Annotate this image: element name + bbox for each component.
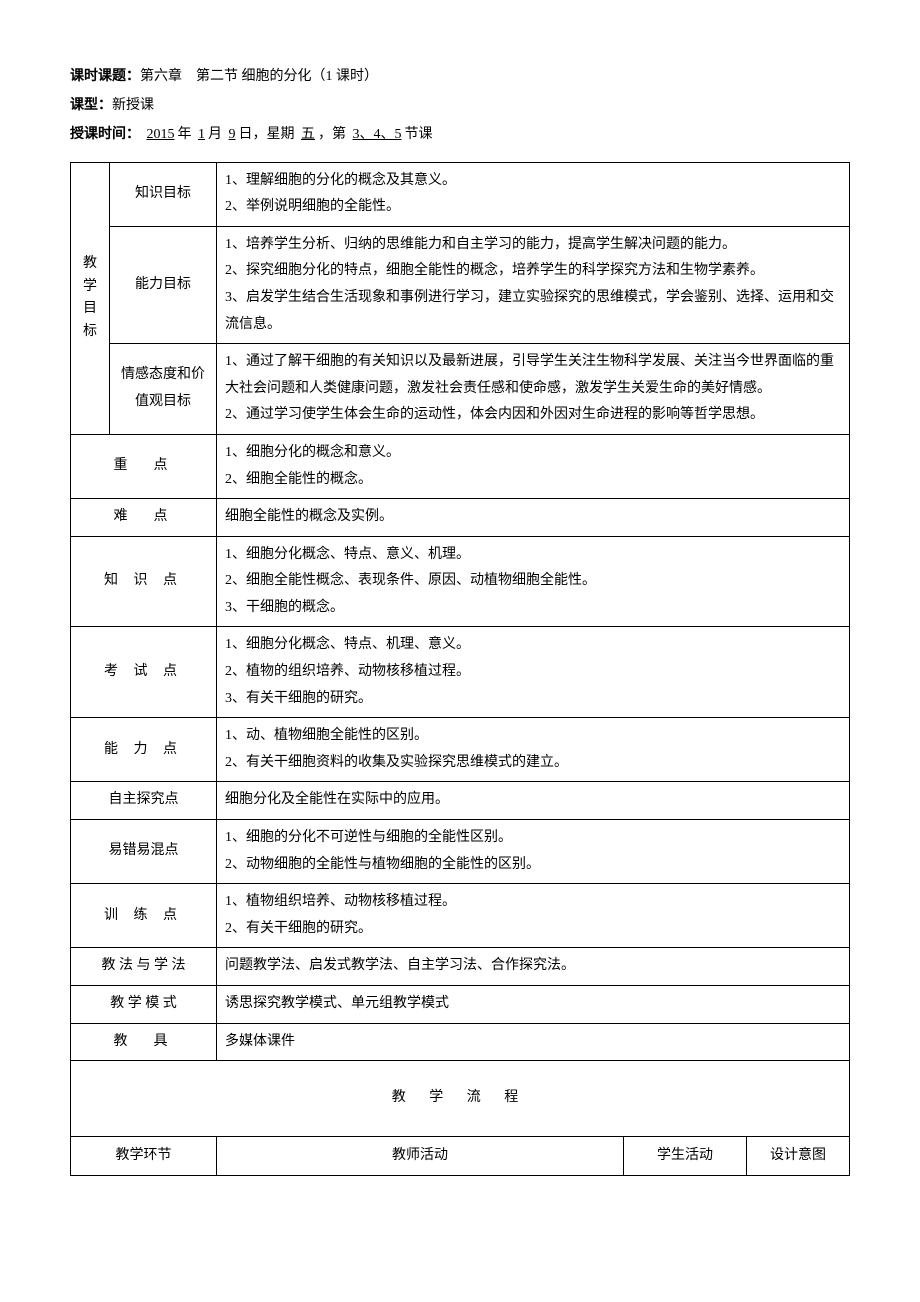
row-content: 1、植物组织培养、动物核移植过程。2、有关干细胞的研究。 <box>217 884 850 948</box>
flow-title: 教 学 流 程 <box>71 1061 850 1137</box>
row-label: 教 学 模 式 <box>71 986 217 1024</box>
row-label: 重 点 <box>71 434 217 498</box>
table-row: 易错易混点1、细胞的分化不可逆性与细胞的全能性区别。2、动物细胞的全能性与植物细… <box>71 820 850 884</box>
year: 2015 <box>144 127 178 142</box>
table-row: 教 学 模 式诱思探究教学模式、单元组教学模式 <box>71 986 850 1024</box>
row-content: 1、细胞分化概念、特点、机理、意义。2、植物的组织培养、动物核移植过程。3、有关… <box>217 627 850 718</box>
topic-label: 课时课题： <box>70 69 140 84</box>
flow-col-intent: 设计意图 <box>747 1136 850 1176</box>
objective-content: 1、培养学生分析、归纳的思维能力和自主学习的能力，提高学生解决问题的能力。2、探… <box>217 226 850 343</box>
lesson-type: 课型：新授课 <box>70 93 850 118</box>
row-content: 细胞全能性的概念及实例。 <box>217 499 850 537</box>
table-row: 考 试 点1、细胞分化概念、特点、机理、意义。2、植物的组织培养、动物核移植过程… <box>71 627 850 718</box>
table-row: 教 具多媒体课件 <box>71 1023 850 1061</box>
row-label: 自主探究点 <box>71 782 217 820</box>
row-label: 考 试 点 <box>71 627 217 718</box>
flow-col-teacher: 教师活动 <box>217 1136 624 1176</box>
objective-row: 能力目标 1、培养学生分析、归纳的思维能力和自主学习的能力，提高学生解决问题的能… <box>71 226 850 343</box>
table-row: 教 法 与 学 法问题教学法、启发式教学法、自主学习法、合作探究法。 <box>71 948 850 986</box>
row-label: 知 识 点 <box>71 536 217 627</box>
lesson-topic: 课时课题：第六章 第二节 细胞的分化（1 课时） <box>70 64 850 89</box>
row-content: 诱思探究教学模式、单元组教学模式 <box>217 986 850 1024</box>
row-label: 教 法 与 学 法 <box>71 948 217 986</box>
table-row: 知 识 点1、细胞分化概念、特点、意义、机理。2、细胞全能性概念、表现条件、原因… <box>71 536 850 627</box>
topic-value: 第六章 第二节 细胞的分化（1 课时） <box>140 69 378 84</box>
flow-header-row: 教学环节 教师活动 学生活动 设计意图 <box>71 1136 850 1176</box>
lesson-plan-table: 教学目标 知识目标 1、理解细胞的分化的概念及其意义。2、举例说明细胞的全能性。… <box>70 162 850 1177</box>
lesson-time: 授课时间： 2015年 1月 9日，星期 五，第 3、4、5节课 <box>70 122 850 147</box>
objectives-title: 教学目标 <box>71 162 110 434</box>
row-content: 1、动、植物细胞全能性的区别。2、有关干细胞资料的收集及实验探究思维模式的建立。 <box>217 718 850 782</box>
row-content: 1、细胞分化的概念和意义。2、细胞全能性的概念。 <box>217 434 850 498</box>
periods: 3、4、5 <box>350 127 405 142</box>
objective-row: 情感态度和价值观目标 1、通过了解干细胞的有关知识以及最新进展，引导学生关注生物… <box>71 344 850 435</box>
type-label: 课型： <box>70 98 112 113</box>
table-row: 自主探究点细胞分化及全能性在实际中的应用。 <box>71 782 850 820</box>
objective-label: 情感态度和价值观目标 <box>110 344 217 435</box>
row-content: 多媒体课件 <box>217 1023 850 1061</box>
row-label: 能 力 点 <box>71 718 217 782</box>
month: 1 <box>195 127 208 142</box>
objective-content: 1、通过了解干细胞的有关知识以及最新进展，引导学生关注生物科学发展、关注当今世界… <box>217 344 850 435</box>
row-content: 问题教学法、启发式教学法、自主学习法、合作探究法。 <box>217 948 850 986</box>
row-content: 细胞分化及全能性在实际中的应用。 <box>217 782 850 820</box>
flow-col-stage: 教学环节 <box>71 1136 217 1176</box>
row-label: 教 具 <box>71 1023 217 1061</box>
table-row: 能 力 点1、动、植物细胞全能性的区别。2、有关干细胞资料的收集及实验探究思维模… <box>71 718 850 782</box>
objective-label: 能力目标 <box>110 226 217 343</box>
row-content: 1、细胞分化概念、特点、意义、机理。2、细胞全能性概念、表现条件、原因、动植物细… <box>217 536 850 627</box>
row-content: 1、细胞的分化不可逆性与细胞的全能性区别。2、动物细胞的全能性与植物细胞的全能性… <box>217 820 850 884</box>
flow-col-student: 学生活动 <box>624 1136 747 1176</box>
table-row: 训 练 点1、植物组织培养、动物核移植过程。2、有关干细胞的研究。 <box>71 884 850 948</box>
table-row: 难 点细胞全能性的概念及实例。 <box>71 499 850 537</box>
type-value: 新授课 <box>112 98 154 113</box>
row-label: 难 点 <box>71 499 217 537</box>
objective-label: 知识目标 <box>110 162 217 226</box>
weekday: 五 <box>298 127 318 142</box>
row-label: 易错易混点 <box>71 820 217 884</box>
row-label: 训 练 点 <box>71 884 217 948</box>
day: 9 <box>226 127 239 142</box>
objective-row: 教学目标 知识目标 1、理解细胞的分化的概念及其意义。2、举例说明细胞的全能性。 <box>71 162 850 226</box>
objective-content: 1、理解细胞的分化的概念及其意义。2、举例说明细胞的全能性。 <box>217 162 850 226</box>
time-label: 授课时间： <box>70 127 140 142</box>
table-row: 重 点1、细胞分化的概念和意义。2、细胞全能性的概念。 <box>71 434 850 498</box>
